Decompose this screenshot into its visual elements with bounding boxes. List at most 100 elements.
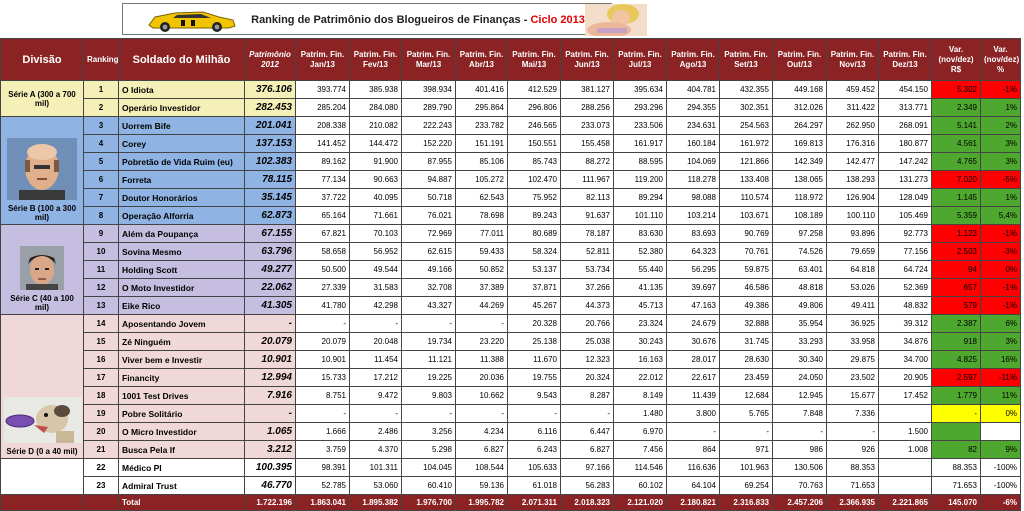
table-row: Série B (100 a 300 mil) 3 Uorrem Bife 201.0… <box>0 116 1021 225</box>
month-value-cell: 31.583 <box>349 278 402 297</box>
month-value-cell: 34.700 <box>878 350 932 369</box>
month-value-cell: 49.806 <box>772 296 827 315</box>
month-value-cell: - <box>772 422 827 441</box>
division-label: Série A (300 a 700 mil) <box>8 89 76 108</box>
month-value-cell: 986 <box>772 440 827 459</box>
table-row: 16 Viver bem e Investir 10.901 10.901 11.454… <box>1 350 1021 369</box>
month-value-cell: 395.634 <box>613 80 667 99</box>
month-value-cell: - <box>507 404 561 423</box>
rank-cell: 3 <box>83 116 119 135</box>
month-value-cell: 37.389 <box>455 278 508 297</box>
month-value-cell: 459.452 <box>826 80 879 99</box>
month-value-cell: 50.500 <box>295 260 350 279</box>
month-value-cell: 144.472 <box>349 134 402 153</box>
month-value-cell: 53.734 <box>560 260 614 279</box>
table-row: 11 Holding Scott 49.277 50.500 49.544 49.166 5… <box>1 260 1021 279</box>
month-value-cell: 59.136 <box>455 476 508 495</box>
month-value-cell: 89.243 <box>507 206 561 225</box>
month-value-cell: 116.636 <box>666 458 720 477</box>
patrimonio-2012-cell: 10.901 <box>244 350 296 369</box>
rank-cell: 8 <box>83 206 119 225</box>
variation-pct-cell: 3% <box>980 134 1021 153</box>
month-value-cell: 151.191 <box>455 134 508 153</box>
month-value-cell: 30.243 <box>613 332 667 351</box>
month-value-cell: 49.386 <box>719 296 773 315</box>
variation-rs-cell: 5.302 <box>931 80 981 99</box>
patrimonio-2012-cell: 46.770 <box>244 476 296 495</box>
table-row: 6 Forreta 78.115 77.134 90.663 94.887 105.272 1… <box>1 170 1021 189</box>
variation-pct-cell: -11% <box>980 368 1021 387</box>
ranking-table: Divisão Ranking Soldado do Milhão Patrim… <box>0 38 1021 511</box>
variation-rs-cell: 94 <box>931 260 981 279</box>
col-month: Patrim. Fin. Dez/13 <box>878 38 932 81</box>
month-value-cell: 118.278 <box>666 170 720 189</box>
month-value-cell: 28.017 <box>666 350 720 369</box>
month-value-cell: 160.184 <box>666 134 720 153</box>
month-value-cell: 20.324 <box>560 368 614 387</box>
division-cell <box>0 458 84 495</box>
rank-cell: 18 <box>83 386 119 405</box>
month-value-cell: 19.734 <box>401 332 456 351</box>
month-value-cell: 6.970 <box>613 422 667 441</box>
rank-cell: 17 <box>83 368 119 387</box>
month-value-cell: 142.477 <box>826 152 879 171</box>
month-value-cell: 1.666 <box>295 422 350 441</box>
month-value-cell: 27.339 <box>295 278 350 297</box>
month-value-cell: 64.323 <box>666 242 720 261</box>
month-value-cell: - <box>349 404 402 423</box>
month-value-cell: 10.901 <box>295 350 350 369</box>
month-value-cell: 432.355 <box>719 80 773 99</box>
month-value-cell: 8.287 <box>560 386 614 405</box>
month-value-cell: 88.353 <box>826 458 879 477</box>
division-label: Série D (0 a 40 mil) <box>6 447 78 456</box>
blogger-name: O Moto Investidor <box>118 278 245 297</box>
table-row: Série C (40 a 100 mil) 9 Além da Poupança 6… <box>0 224 1021 315</box>
month-value-cell: 37.722 <box>295 188 350 207</box>
month-value-cell: 6.827 <box>455 440 508 459</box>
month-value-cell: 210.082 <box>349 116 402 135</box>
month-value-cell: - <box>401 314 456 333</box>
month-value-cell: 130.506 <box>772 458 827 477</box>
month-value-cell: 393.774 <box>295 80 350 99</box>
month-value-cell: 25.038 <box>560 332 614 351</box>
month-value-cell: 398.934 <box>401 80 456 99</box>
blogger-name: Viver bem e Investir <box>118 350 245 369</box>
month-value-cell: 9.472 <box>349 386 402 405</box>
table-row: 20 O Micro Investidor 1.065 1.666 2.486 3.256… <box>1 422 1021 441</box>
month-value-cell: 285.204 <box>295 98 350 117</box>
variation-pct-cell: -1% <box>980 80 1021 99</box>
patrimonio-2012-cell: 49.277 <box>244 260 296 279</box>
month-value-cell: 77.011 <box>455 224 508 243</box>
month-value-cell: 82.113 <box>560 188 614 207</box>
month-value-cell: 45.267 <box>507 296 561 315</box>
month-value-cell: 23.502 <box>826 368 879 387</box>
month-value-cell: 63.401 <box>772 260 827 279</box>
month-value-cell: 49.166 <box>401 260 456 279</box>
variation-pct-cell: 16% <box>980 350 1021 369</box>
month-value-cell: 11.670 <box>507 350 561 369</box>
table-row: 19 Pobre Solitário - - - - - - -1.480 3.800 5.765 7… <box>1 404 1021 423</box>
month-value-cell: 59.875 <box>719 260 773 279</box>
month-value-cell <box>878 458 932 477</box>
blogger-name: O Micro Investidor <box>118 422 245 441</box>
variation-rs-cell: 5.141 <box>931 116 981 135</box>
month-value-cell: 33.958 <box>826 332 879 351</box>
month-value-cell: 94.887 <box>401 170 456 189</box>
month-value-cell: - <box>349 314 402 333</box>
month-value-cell: 20.079 <box>295 332 350 351</box>
table-row: 10 Sovina Mesmo 63.796 58.658 56.952 62.615 59… <box>1 242 1021 261</box>
month-value-cell: 11.121 <box>401 350 456 369</box>
col-patrimonio-2012: Patrimônio 2012 <box>244 38 296 81</box>
month-value-cell: 89.162 <box>295 152 350 171</box>
rank-cell: 20 <box>83 422 119 441</box>
month-value-cell: 12.684 <box>719 386 773 405</box>
month-value-cell: 1.480 <box>613 404 667 423</box>
variation-pct-cell: 6% <box>980 314 1021 333</box>
month-value-cell: 58.324 <box>507 242 561 261</box>
col-month: Patrim. Fin. Set/13 <box>719 38 773 81</box>
blogger-name: Médico PI <box>118 458 245 477</box>
variation-pct-cell: -100% <box>980 458 1021 477</box>
variation-rs-cell: 4.561 <box>931 134 981 153</box>
month-value-cell: 169.813 <box>772 134 827 153</box>
month-value-cell: 12.323 <box>560 350 614 369</box>
